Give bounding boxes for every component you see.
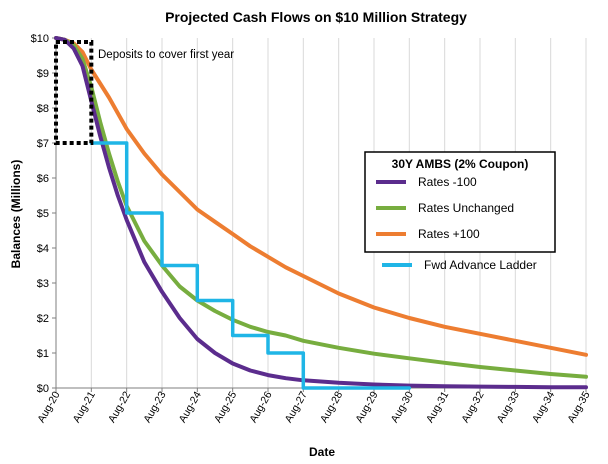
series-line-fwd-advance-ladder (89, 141, 412, 390)
x-tick-label: Aug-23 (141, 389, 168, 424)
legend-label: Rates +100 (418, 227, 480, 241)
y-tick-label: $1 (37, 348, 49, 360)
y-tick-label: $9 (37, 68, 49, 80)
x-tick-labels: Aug-20 Aug-21 Aug-22 Aug-23 Aug-24 Aug-25 Aug-… (35, 388, 593, 425)
x-tick-label: Aug-30 (389, 389, 416, 424)
y-tick-label: $0 (37, 383, 49, 395)
x-tick-label: Aug-35 (565, 389, 592, 424)
x-tick-label: Aug-24 (177, 389, 204, 424)
x-axis-title: Date (309, 445, 335, 459)
x-tick-label: Aug-31 (424, 389, 451, 424)
y-tick-label: $5 (37, 208, 49, 220)
y-tick-labels: $0 $1 $2 $3 $4 $5 $6 $7 $8 $9 $10 (31, 33, 56, 395)
legend-label: Fwd Advance Ladder (424, 258, 537, 272)
chart-title: Projected Cash Flows on $10 Million Stra… (165, 9, 467, 25)
y-tick-label: $6 (37, 173, 49, 185)
series-line-rates-100 (54, 36, 588, 357)
legend-label: Rates -100 (418, 175, 477, 189)
deposits-annotation-box (54, 40, 94, 145)
series-line-rates-unchanged (54, 36, 588, 379)
legend-label: Rates Unchanged (418, 201, 514, 215)
y-tick-label: $7 (37, 138, 49, 150)
x-tick-label: Aug-32 (459, 389, 486, 424)
x-tick-label: Aug-27 (283, 389, 310, 424)
legend-title: 30Y AMBS (2% Coupon) (392, 157, 529, 171)
y-tick-label: $3 (37, 278, 49, 290)
y-tick-label: $2 (37, 313, 49, 325)
deposits-annotation: Deposits to cover first year (98, 49, 234, 61)
x-tick-label: Aug-29 (353, 389, 380, 424)
x-tick-label: Aug-34 (530, 389, 557, 424)
x-tick-label: Aug-22 (106, 389, 133, 424)
legend: 30Y AMBS (2% Coupon) Rates -100 Rates Unc… (364, 151, 556, 272)
y-tick-label: $8 (37, 103, 49, 115)
y-axis-title: Balances (Millions) (9, 160, 23, 269)
y-tick-label: $4 (37, 243, 49, 255)
x-tick-label: Aug-26 (247, 389, 274, 424)
x-tick-label: Aug-28 (318, 389, 345, 424)
x-tick-label: Aug-33 (495, 389, 522, 424)
series-group (54, 36, 588, 390)
x-tick-label: Aug-25 (212, 389, 239, 424)
y-tick-label: $10 (31, 33, 49, 45)
series-line-rates-100 (54, 36, 588, 390)
x-tick-label: Aug-21 (71, 389, 98, 424)
